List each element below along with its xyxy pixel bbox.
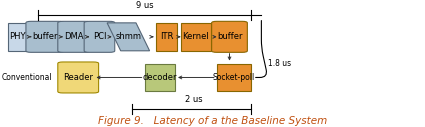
Text: 9 us: 9 us	[136, 1, 153, 10]
Text: buffer: buffer	[217, 32, 242, 41]
FancyBboxPatch shape	[212, 21, 247, 52]
FancyBboxPatch shape	[84, 21, 115, 52]
FancyBboxPatch shape	[181, 23, 211, 51]
FancyBboxPatch shape	[144, 64, 175, 91]
Text: ITR: ITR	[160, 32, 173, 41]
Text: Socket-poll: Socket-poll	[212, 73, 255, 82]
FancyBboxPatch shape	[26, 21, 64, 52]
FancyBboxPatch shape	[58, 62, 99, 93]
Text: Kernel: Kernel	[183, 32, 209, 41]
Text: Reader: Reader	[63, 73, 93, 82]
Text: DMA: DMA	[64, 32, 84, 41]
Text: Figure 9.   Latency of a the Baseline System: Figure 9. Latency of a the Baseline Syst…	[98, 116, 327, 126]
Text: PCI: PCI	[93, 32, 106, 41]
FancyBboxPatch shape	[217, 64, 251, 91]
Polygon shape	[107, 23, 150, 51]
Text: 2 us: 2 us	[184, 95, 202, 104]
FancyBboxPatch shape	[58, 21, 90, 52]
Text: 1.8 us: 1.8 us	[268, 59, 291, 68]
Text: shmm: shmm	[115, 32, 142, 41]
Text: PHY: PHY	[10, 32, 26, 41]
Text: decoder: decoder	[142, 73, 177, 82]
FancyBboxPatch shape	[156, 23, 177, 51]
FancyBboxPatch shape	[8, 23, 28, 51]
Text: Conventional: Conventional	[1, 73, 52, 82]
Text: buffer: buffer	[32, 32, 57, 41]
